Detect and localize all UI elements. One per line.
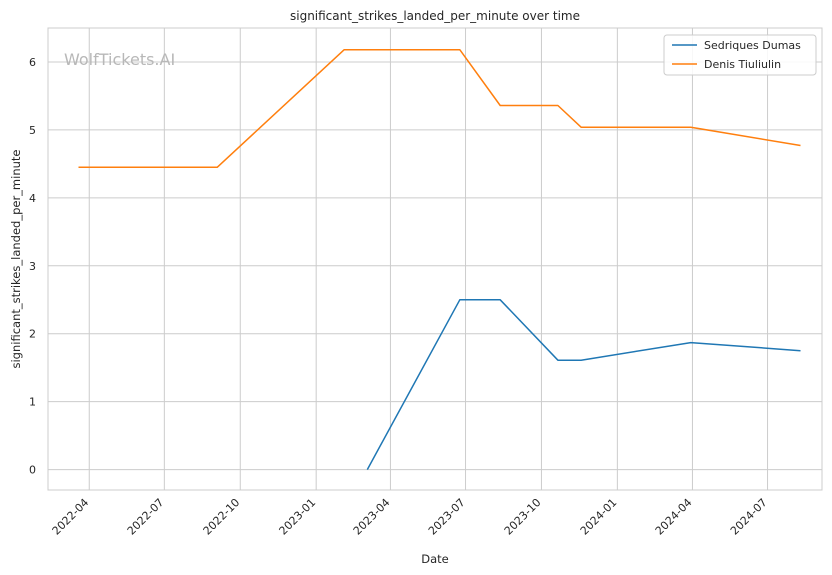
y-tick-label: 3: [29, 260, 36, 273]
x-tick-label: 2022-10: [201, 496, 243, 538]
y-tick-label: 0: [29, 464, 36, 477]
x-tick-label: 2022-04: [50, 496, 92, 538]
x-tick-label: 2022-07: [125, 496, 167, 538]
x-tick-label: 2023-01: [277, 496, 319, 538]
y-tick-label: 2: [29, 328, 36, 341]
watermark: WolfTickets.AI: [64, 50, 175, 69]
legend: Sedriques Dumas Denis Tiuliulin: [663, 34, 817, 76]
y-tick-label: 1: [29, 396, 36, 409]
x-axis-ticks: 2022-04 2022-07 2022-10 2023-01 2023-04 2023-…: [50, 496, 770, 538]
x-tick-label: 2023-07: [426, 496, 468, 538]
plot-frame: [47, 27, 823, 491]
series-line-1: [78, 48, 801, 169]
x-tick-label: 2024-01: [578, 496, 620, 538]
y-tick-label: 4: [29, 192, 36, 205]
x-tick-label: 2024-04: [653, 496, 695, 538]
y-axis-label: significant_strikes_landed_per_minute: [9, 150, 23, 369]
legend-box: [663, 34, 817, 76]
legend-label: Sedriques Dumas: [704, 39, 801, 52]
y-tick-label: 6: [29, 56, 36, 69]
series-lines: [78, 48, 801, 470]
chart-title: significant_strikes_landed_per_minute ov…: [290, 9, 580, 23]
x-axis-label: Date: [421, 552, 449, 566]
y-tick-label: 5: [29, 124, 36, 137]
y-axis-ticks: 0 1 2 3 4 5 6: [29, 56, 36, 477]
series-line-0: [366, 299, 801, 470]
grid-lines: [48, 28, 822, 490]
plot-area: [48, 28, 822, 490]
legend-label: Denis Tiuliulin: [704, 58, 781, 71]
x-tick-label: 2024-07: [728, 496, 770, 538]
x-tick-label: 2023-10: [502, 496, 544, 538]
x-tick-label: 2023-04: [351, 496, 393, 538]
